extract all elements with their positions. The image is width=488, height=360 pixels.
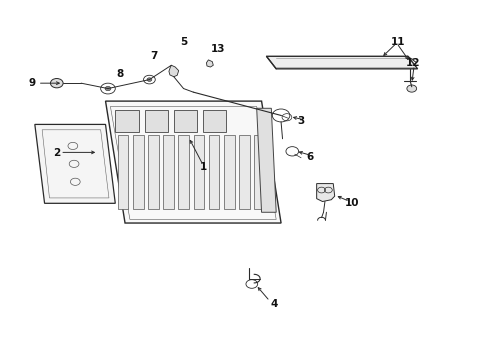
Bar	[118, 135, 128, 209]
Text: 13: 13	[210, 44, 224, 54]
Bar	[148, 135, 159, 209]
Text: 8: 8	[116, 69, 123, 79]
Polygon shape	[316, 184, 334, 202]
Bar	[173, 110, 197, 132]
Text: 12: 12	[405, 58, 419, 68]
Bar	[208, 135, 219, 209]
Polygon shape	[35, 125, 115, 203]
Circle shape	[406, 85, 416, 92]
Polygon shape	[105, 101, 281, 223]
Polygon shape	[168, 65, 178, 77]
Bar	[133, 135, 143, 209]
Bar	[144, 110, 167, 132]
Text: 10: 10	[344, 198, 358, 208]
Bar	[193, 135, 204, 209]
Bar	[254, 135, 264, 209]
Text: 7: 7	[150, 51, 158, 61]
Polygon shape	[206, 60, 213, 67]
Polygon shape	[266, 56, 417, 69]
Text: 11: 11	[390, 37, 405, 47]
Text: 9: 9	[29, 78, 36, 88]
Text: 2: 2	[53, 148, 61, 158]
Circle shape	[147, 78, 152, 81]
Bar	[224, 135, 234, 209]
Text: 1: 1	[199, 162, 206, 172]
Circle shape	[105, 86, 111, 91]
Bar	[203, 110, 226, 132]
Bar	[178, 135, 189, 209]
Bar	[115, 110, 139, 132]
Bar	[163, 135, 174, 209]
Polygon shape	[256, 108, 276, 212]
Text: 6: 6	[306, 152, 313, 162]
Text: 4: 4	[269, 299, 277, 309]
Circle shape	[50, 78, 63, 88]
Bar	[239, 135, 249, 209]
Text: 3: 3	[296, 116, 304, 126]
Text: 5: 5	[180, 37, 187, 47]
